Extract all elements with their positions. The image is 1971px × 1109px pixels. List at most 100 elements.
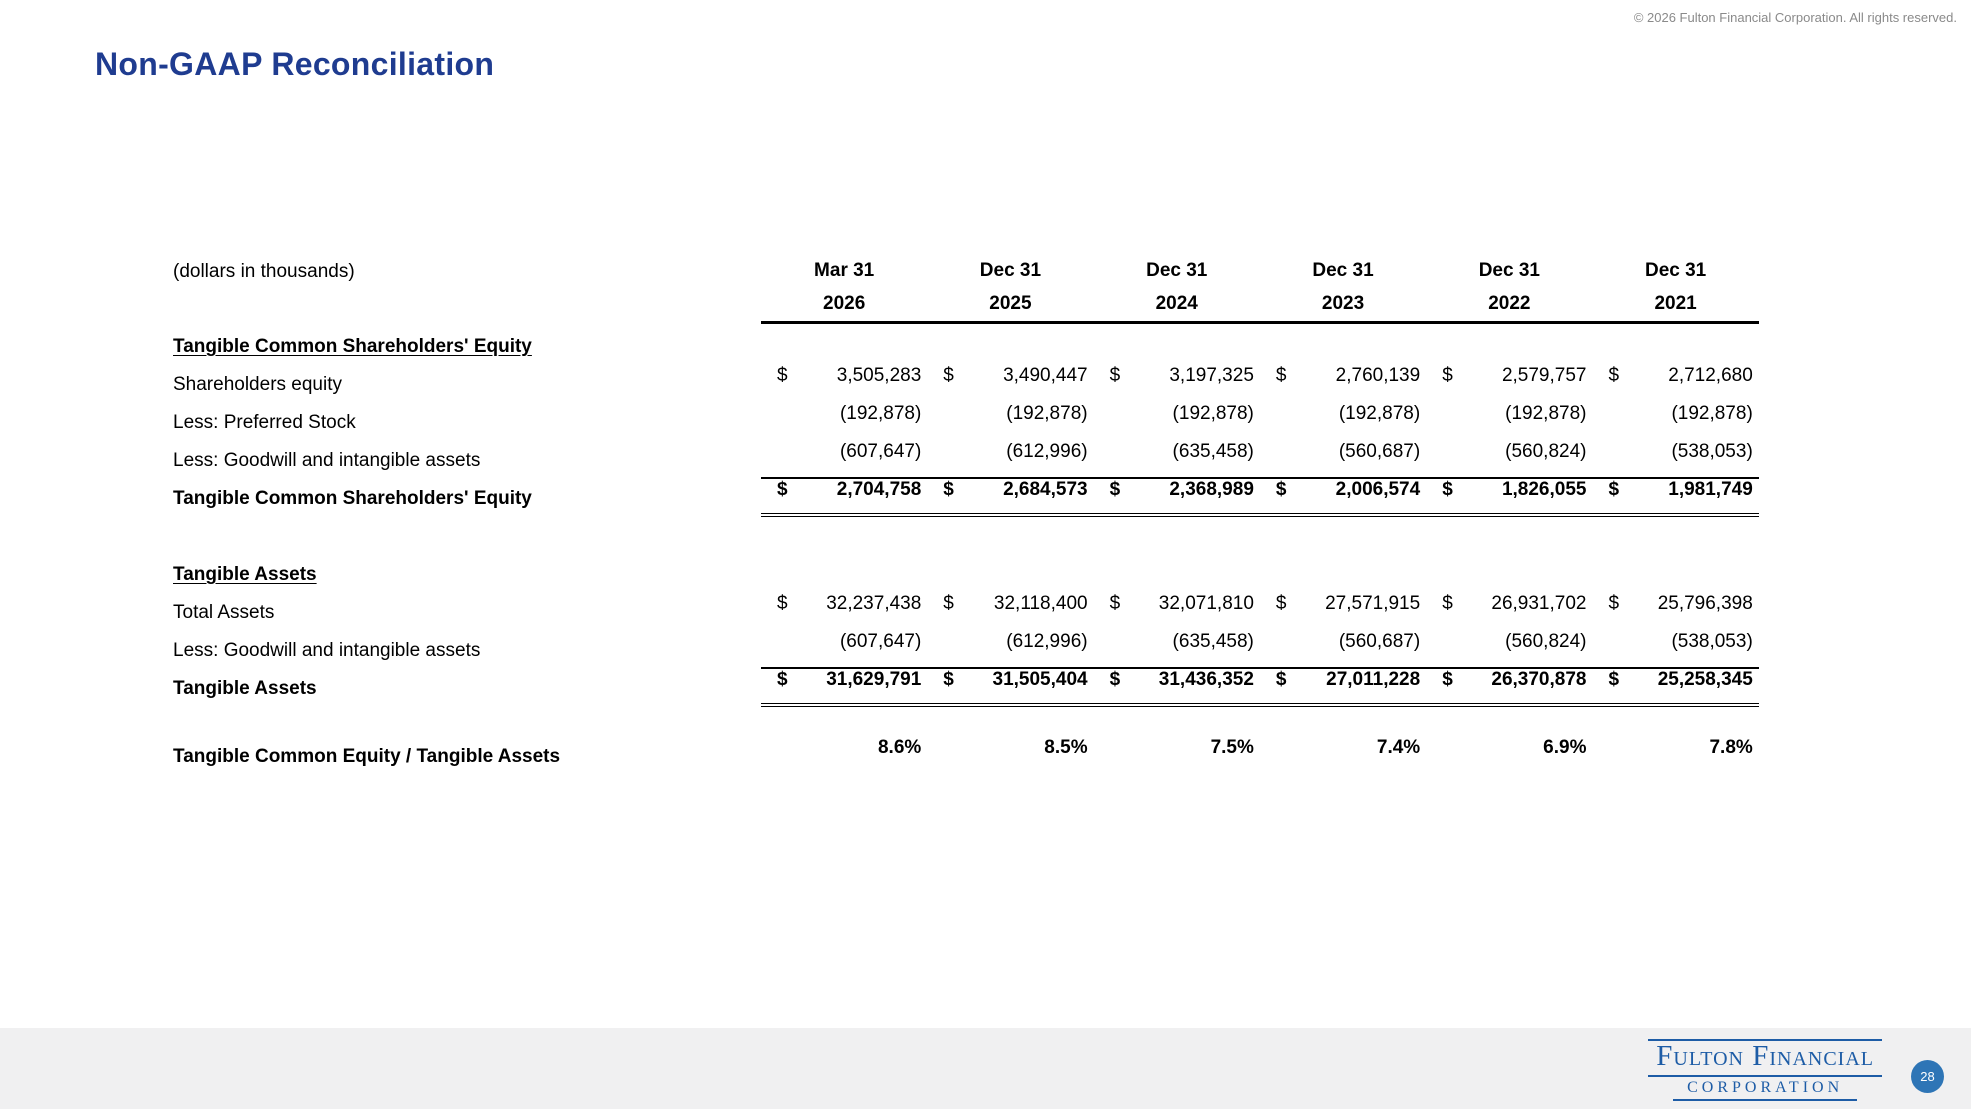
dollar-sign: $ xyxy=(1608,479,1620,500)
value: 26,370,878 xyxy=(1491,669,1587,690)
table-row: Total Assets $32,237,438 $32,118,400 $32… xyxy=(173,593,1759,631)
footer-bar: Fulton Financial CORPORATION 28 xyxy=(0,1028,1971,1109)
column-month: Dec 31 xyxy=(1312,260,1374,281)
value: (538,053) xyxy=(1671,631,1753,652)
value: 2,760,139 xyxy=(1335,365,1421,386)
value-cell: $2,368,989 xyxy=(1093,479,1260,517)
value: 2,368,989 xyxy=(1169,479,1254,500)
value-cell: $2,579,757 xyxy=(1426,365,1592,403)
value-cell: $26,370,878 xyxy=(1426,669,1593,707)
value: (538,053) xyxy=(1671,441,1753,462)
column-year: 2023 xyxy=(1321,293,1365,314)
value-cell: 7.8% xyxy=(1592,737,1758,775)
column-header: Dec 31 2022 xyxy=(1426,252,1593,324)
dollar-sign: $ xyxy=(1275,593,1287,614)
value: (635,458) xyxy=(1172,441,1254,462)
value-cell: $2,006,574 xyxy=(1259,479,1427,517)
value-cell: $25,258,345 xyxy=(1592,669,1759,707)
column-year: 2021 xyxy=(1654,293,1697,314)
value-cell: $32,237,438 xyxy=(761,593,927,631)
dollar-sign: $ xyxy=(777,593,788,614)
dollar-sign: $ xyxy=(1275,669,1287,690)
value-cell: $1,981,749 xyxy=(1592,479,1759,517)
value-cell: $32,118,400 xyxy=(927,593,1093,631)
value-cell: (560,824) xyxy=(1426,441,1593,479)
value-cell: $25,796,398 xyxy=(1592,593,1758,631)
value-cell: (607,647) xyxy=(761,441,928,479)
financial-table: (dollars in thousands) Mar 31 2026 Dec 3… xyxy=(173,252,1759,775)
table-total-row: Tangible Common Shareholders' Equity $2,… xyxy=(173,479,1759,517)
value-cell: (538,053) xyxy=(1592,441,1759,479)
value-cell: $31,629,791 xyxy=(761,669,928,707)
value: 32,071,810 xyxy=(1158,593,1254,614)
dollar-sign: $ xyxy=(1442,365,1453,386)
row-label: Less: Preferred Stock xyxy=(173,412,356,433)
value: 7.4% xyxy=(1376,737,1421,758)
value-cell: 6.9% xyxy=(1426,737,1592,775)
dollar-sign: $ xyxy=(1608,365,1620,386)
table-header-row: (dollars in thousands) Mar 31 2026 Dec 3… xyxy=(173,252,1759,324)
table-row: Less: Preferred Stock (192,878) (192,878… xyxy=(173,403,1759,441)
value: (612,996) xyxy=(1006,441,1088,462)
value: 25,258,345 xyxy=(1657,669,1753,690)
row-label: Less: Goodwill and intangible assets xyxy=(173,640,481,661)
value-cell: $3,197,325 xyxy=(1094,365,1260,403)
value-cell: (192,878) xyxy=(1260,403,1426,441)
dollar-sign: $ xyxy=(943,593,954,614)
value: 3,505,283 xyxy=(836,365,922,386)
logo-corporation-text: CORPORATION xyxy=(1673,1077,1858,1102)
dollar-sign: $ xyxy=(943,669,954,690)
value: (560,687) xyxy=(1338,441,1421,462)
value: 2,712,680 xyxy=(1668,365,1753,386)
value: 32,118,400 xyxy=(993,593,1088,614)
row-label: Shareholders equity xyxy=(173,374,342,395)
value: 2,684,573 xyxy=(1003,479,1088,500)
value: (192,878) xyxy=(1338,403,1421,424)
column-header: Dec 31 2025 xyxy=(927,252,1094,324)
dollar-sign: $ xyxy=(1109,365,1121,386)
row-label: Tangible Assets xyxy=(173,678,317,699)
logo-name-text: Fulton Financial xyxy=(1648,1039,1882,1077)
value: 31,436,352 xyxy=(1158,669,1254,690)
value-cell: (635,458) xyxy=(1093,441,1260,479)
value: (612,996) xyxy=(1006,631,1088,652)
units-label: (dollars in thousands) xyxy=(173,261,355,282)
dollar-sign: $ xyxy=(1608,669,1620,690)
value-cell: (612,996) xyxy=(927,631,1094,669)
value: (635,458) xyxy=(1172,631,1254,652)
value-cell: 7.5% xyxy=(1094,737,1260,775)
dollar-sign: $ xyxy=(1275,479,1287,500)
dollar-sign: $ xyxy=(1109,593,1121,614)
value-cell: $3,505,283 xyxy=(761,365,927,403)
value: 1,981,749 xyxy=(1668,479,1753,500)
value-cell: 8.5% xyxy=(927,737,1093,775)
row-label: Tangible Common Shareholders' Equity xyxy=(173,488,532,509)
row-label: Tangible Common Equity / Tangible Assets xyxy=(173,746,561,767)
column-year: 2024 xyxy=(1155,293,1198,314)
section-heading: Tangible Common Shareholders' Equity xyxy=(173,336,532,357)
value: 31,505,404 xyxy=(992,669,1088,690)
value: 3,490,447 xyxy=(1003,365,1088,386)
value: (192,878) xyxy=(1006,403,1088,424)
value-cell: $2,760,139 xyxy=(1260,365,1426,403)
column-month: Dec 31 xyxy=(1478,260,1540,281)
table-ratio-row: Tangible Common Equity / Tangible Assets… xyxy=(173,737,1759,775)
copyright-text: © 2026 Fulton Financial Corporation. All… xyxy=(1633,10,1957,25)
value: 26,931,702 xyxy=(1491,593,1587,614)
dollar-sign: $ xyxy=(1442,669,1453,690)
value: 6.9% xyxy=(1543,737,1587,758)
table-row: Shareholders equity $3,505,283 $3,490,44… xyxy=(173,365,1759,403)
value: 7.8% xyxy=(1709,737,1753,758)
row-label: Less: Goodwill and intangible assets xyxy=(173,450,481,471)
page-title: Non-GAAP Reconciliation xyxy=(95,46,495,82)
value: (192,878) xyxy=(1172,403,1254,424)
value: 31,629,791 xyxy=(826,669,922,690)
value-cell: 8.6% xyxy=(761,737,927,775)
value: 32,237,438 xyxy=(826,593,922,614)
value-cell: (192,878) xyxy=(1426,403,1592,441)
column-header: Mar 31 2026 xyxy=(761,252,928,324)
fulton-financial-logo: Fulton Financial CORPORATION xyxy=(1648,1039,1882,1102)
value: (192,878) xyxy=(839,403,922,424)
value-cell: (192,878) xyxy=(927,403,1093,441)
value-cell: $2,684,573 xyxy=(927,479,1094,517)
